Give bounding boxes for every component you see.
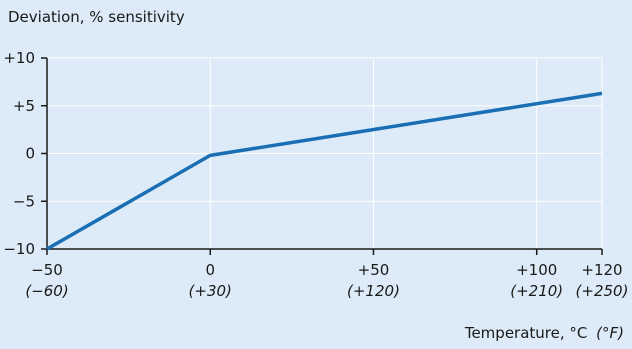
- y-tick-label: +10: [3, 49, 35, 67]
- series-layer: [46, 91, 603, 251]
- x-axis-label-secondary: (°F): [596, 324, 624, 342]
- x-ticks: −50 (−60) 0 (+30) +50 (+120) +100 (+210) +120 (+2…: [25, 249, 628, 300]
- y-tick-label: −10: [3, 240, 35, 258]
- x-tick-secondary-label: (−60): [25, 282, 68, 300]
- x-tick-secondary-label: (+250): [576, 282, 629, 300]
- x-tick-label: 0: [205, 261, 215, 279]
- x-tick-secondary-label: (+210): [510, 282, 563, 300]
- chart-title: Deviation, % sensitivity: [8, 8, 185, 26]
- x-tick-secondary-label: (+30): [189, 282, 232, 300]
- grid: [47, 57, 603, 249]
- x-tick-label: −50: [31, 261, 63, 279]
- x-axis-label-main: Temperature, °C: [464, 324, 588, 342]
- x-axis-label: Temperature, °C (°F): [464, 324, 624, 342]
- y-ticks: +10 +5 0 −5 −10: [3, 49, 47, 258]
- series-line: [46, 91, 603, 251]
- y-tick-label: −5: [13, 192, 35, 210]
- x-tick-label: +50: [358, 261, 390, 279]
- x-tick-secondary-label: (+120): [347, 282, 400, 300]
- y-tick-label: 0: [25, 145, 35, 163]
- x-tick-label: +120: [581, 261, 622, 279]
- x-tick-label: +100: [516, 261, 557, 279]
- y-tick-label: +5: [13, 97, 35, 115]
